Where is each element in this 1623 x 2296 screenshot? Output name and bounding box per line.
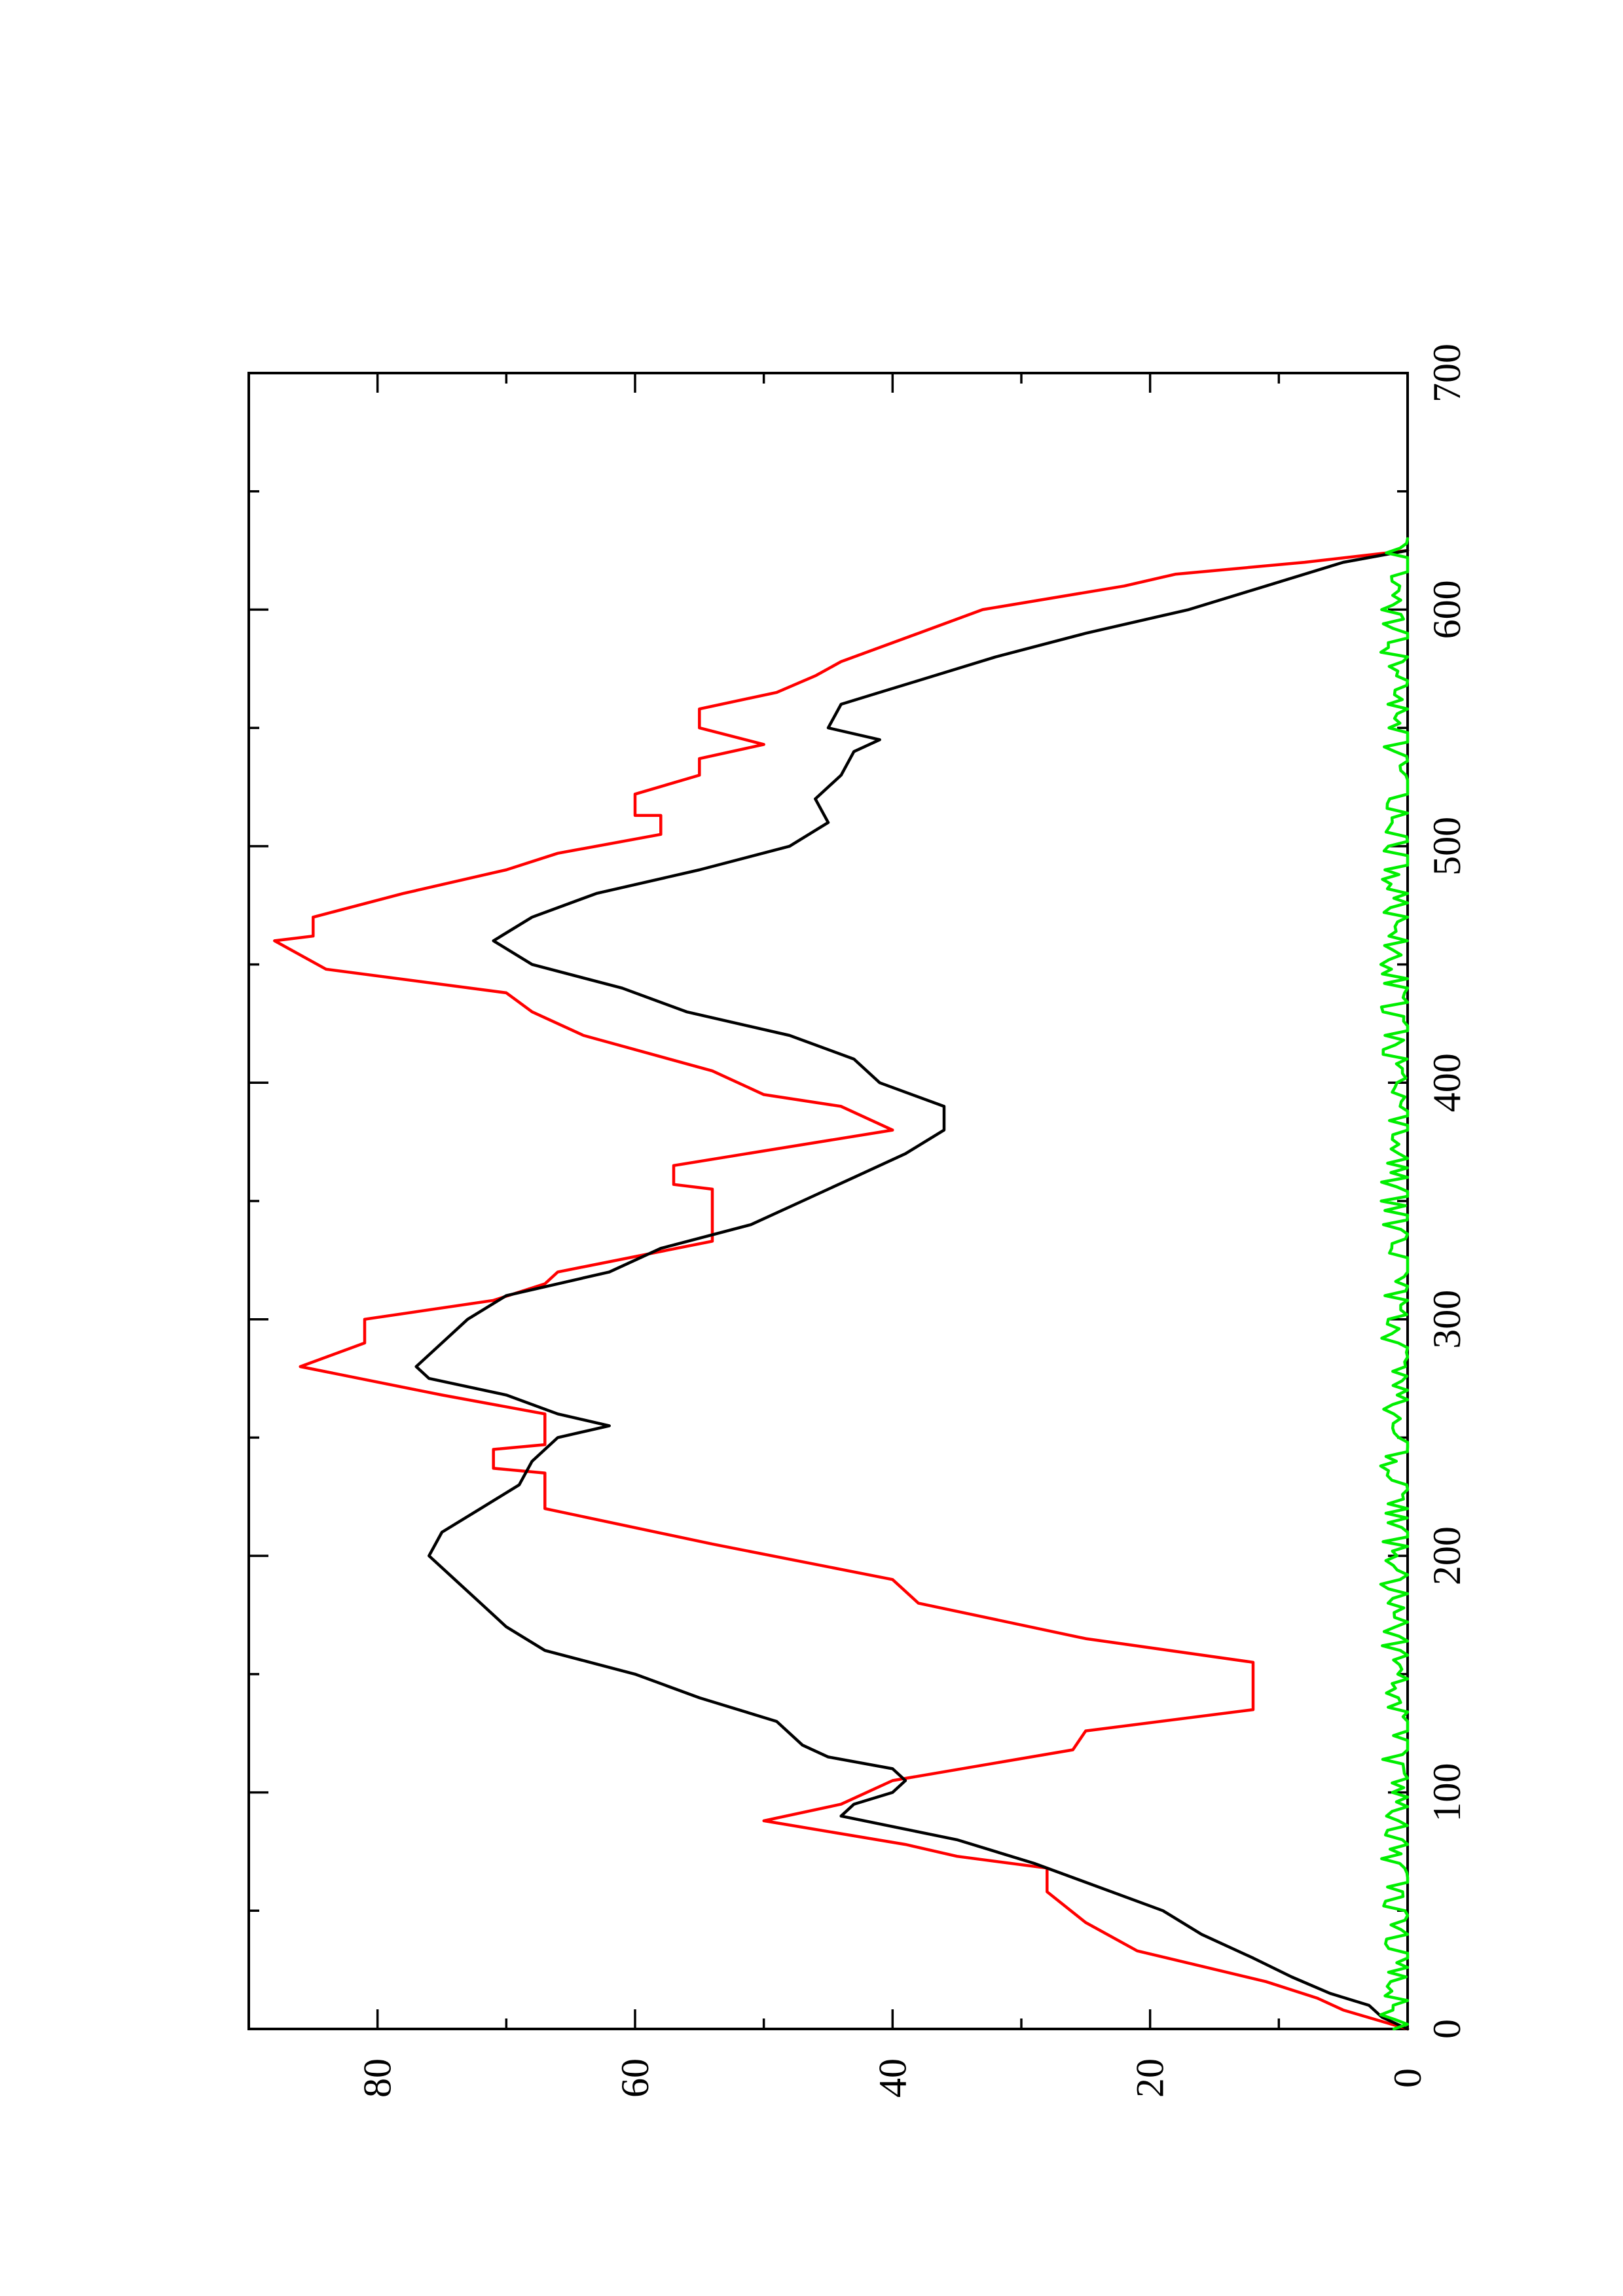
axis-ticks — [249, 372, 1409, 2030]
x-tick-label: 500 — [1425, 817, 1468, 876]
x-tick-label: 200 — [1425, 1526, 1468, 1585]
x-tick-label: 300 — [1425, 1290, 1468, 1349]
series-line-3 — [1379, 537, 1410, 2031]
y-tick-label: 40 — [871, 2058, 914, 2098]
series-lines — [273, 537, 1410, 2031]
x-tick-label: 400 — [1425, 1053, 1468, 1112]
series-line-1 — [273, 548, 1410, 2031]
y-tick-label: 20 — [1129, 2058, 1172, 2098]
x-tick-label: 100 — [1425, 1763, 1468, 1822]
x-tick-label: 700 — [1425, 344, 1468, 403]
plot-border — [247, 372, 1409, 2030]
x-tick-label: 0 — [1425, 2019, 1468, 2039]
x-tick-label: 600 — [1425, 580, 1468, 639]
y-tick-label: 60 — [613, 2058, 657, 2098]
y-tick-label: 0 — [1386, 2068, 1429, 2088]
tick-labels: 0 100 200 300 400 500 600 700 0 20 40 60 80 — [356, 344, 1468, 2098]
y-tick-label: 80 — [356, 2058, 399, 2098]
series-line-2 — [414, 548, 1410, 2031]
plot-frame — [247, 372, 1409, 2030]
